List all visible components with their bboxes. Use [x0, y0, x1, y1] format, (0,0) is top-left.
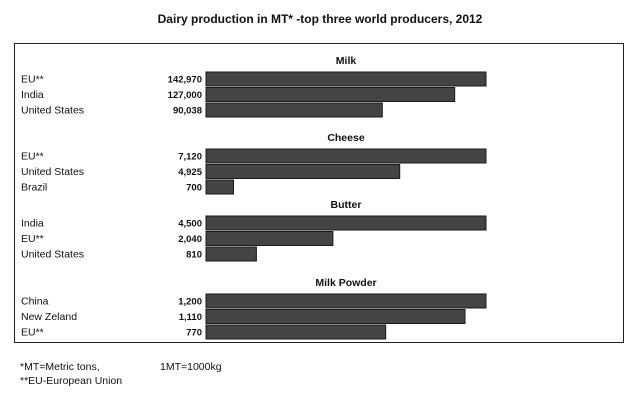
value-label-butter-1: 2,040 — [178, 234, 202, 245]
value-label-milk-powder-1: 1,110 — [179, 312, 202, 323]
bar-butter-1 — [205, 231, 334, 246]
chart-title: Dairy production in MT* -top three world… — [157, 12, 483, 26]
category-label-butter-0: India — [21, 218, 44, 230]
bar-cheese-1 — [205, 164, 401, 179]
section-title-milk: Milk — [336, 55, 357, 67]
value-label-milk-powder-2: 770 — [186, 328, 202, 339]
bar-butter-2 — [205, 246, 257, 262]
value-label-cheese-0: 7,120 — [178, 152, 202, 163]
bar-milk-0 — [205, 71, 487, 87]
footnote-eu: **EU-European Union — [20, 375, 123, 387]
value-label-milk-0: 142,970 — [168, 75, 202, 86]
bar-milk-1 — [205, 87, 456, 102]
footnote-conversion: 1MT=1000kg — [160, 361, 222, 373]
bar-milk-powder-1 — [205, 309, 466, 324]
category-label-milk-2: United States — [21, 105, 84, 117]
chart-svg: Milk EU** 142,970 India 127,000 United States… — [21, 55, 487, 340]
chart-frame: Milk EU** 142,970 India 127,000 United States… — [14, 43, 624, 343]
category-label-milk-powder-1: New Zeland — [21, 311, 77, 323]
bar-butter-0 — [205, 215, 487, 231]
category-label-butter-2: United States — [21, 249, 84, 261]
category-label-milk-0: EU** — [21, 74, 44, 86]
category-label-milk-1: India — [21, 89, 44, 101]
section-title-cheese: Cheese — [327, 132, 365, 144]
bar-cheese-2 — [205, 179, 234, 195]
category-label-cheese-0: EU** — [21, 151, 44, 163]
bar-milk-2 — [205, 102, 383, 118]
bar-cheese-0 — [205, 148, 487, 164]
bar-milk-powder-0 — [205, 293, 487, 309]
category-label-cheese-1: United States — [21, 166, 84, 178]
value-label-milk-2: 90,038 — [173, 106, 202, 117]
section-title-milk-powder: Milk Powder — [315, 277, 376, 289]
value-label-milk-1: 127,000 — [168, 90, 202, 101]
category-label-milk-powder-0: China — [21, 296, 49, 308]
value-label-butter-0: 4,500 — [178, 219, 202, 230]
value-label-cheese-2: 700 — [186, 183, 202, 194]
category-label-milk-powder-2: EU** — [21, 327, 44, 339]
bar-milk-powder-2 — [205, 324, 387, 340]
category-label-cheese-2: Brazil — [21, 182, 47, 194]
section-title-butter: Butter — [331, 199, 362, 211]
category-label-butter-1: EU** — [21, 233, 44, 245]
value-label-milk-powder-0: 1,200 — [178, 297, 202, 308]
footnote-metric-tons: *MT=Metric tons, — [20, 361, 100, 373]
value-label-butter-2: 810 — [186, 250, 202, 261]
value-label-cheese-1: 4,925 — [178, 167, 202, 178]
